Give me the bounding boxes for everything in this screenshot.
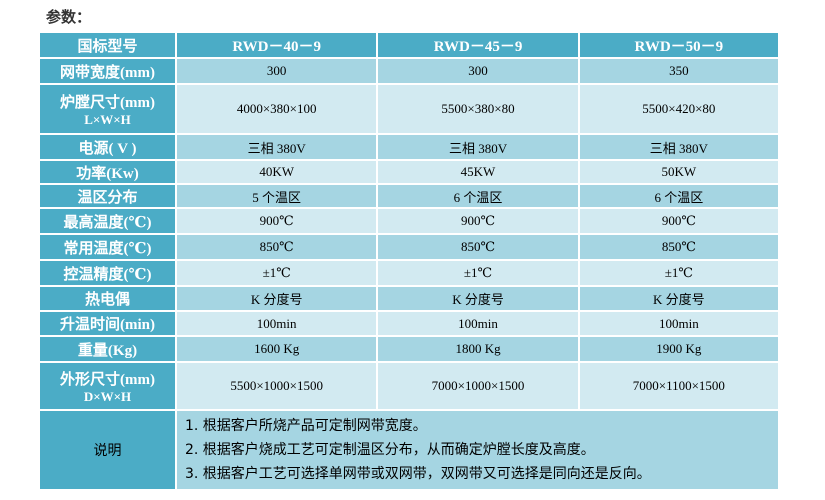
table-cell: K 分度号	[378, 287, 578, 310]
table-row: 温区分布 5 个温区 6 个温区 6 个温区	[40, 185, 778, 207]
note-item: 3. 根据客户工艺可选择单网带或双网带，双网带又可选择是同向还是反向。	[185, 466, 651, 482]
table-row: 热电偶 K 分度号 K 分度号 K 分度号	[40, 287, 778, 310]
note-item: 2. 根据客户烧成工艺可定制温区分布，从而确定炉膛长度及高度。	[185, 442, 595, 458]
table-cell: ±1℃	[378, 261, 578, 285]
row-label-text: 重量(Kg)	[77, 342, 138, 359]
table-row: 外形尺寸(mm) D×W×H 5500×1000×1500 7000×1000×150…	[40, 363, 778, 409]
row-label: 外形尺寸(mm) D×W×H	[40, 363, 175, 409]
row-sublabel: L×W×H	[84, 111, 131, 127]
row-label: 网带宽度(mm)	[40, 59, 175, 83]
table-cell: 三相 380V	[579, 135, 778, 159]
table-cell: 850℃	[579, 235, 778, 259]
row-label-text: 最高温度(℃)	[63, 214, 152, 231]
table-cell: 45KW	[378, 161, 578, 183]
table-row: 功率(Kw) 40KW 45KW 50KW	[40, 161, 778, 183]
table-cell: 50KW	[579, 161, 778, 183]
row-label-text: 功率(Kw)	[76, 165, 139, 182]
spec-table: 国标型号 RWD－40－9 RWD－45－9 RWD－50－9 网带宽度(mm) 300 3…	[38, 31, 780, 491]
table-cell: 7000×1100×1500	[579, 363, 778, 409]
table-cell: 300	[177, 59, 377, 83]
table-cell: 1800 Kg	[378, 337, 578, 361]
section-title: 参数：	[46, 8, 92, 26]
table-cell: ±1℃	[177, 261, 377, 285]
table-cell: 350	[579, 59, 778, 83]
row-label-text: 炉膛尺寸(mm)	[60, 94, 155, 111]
row-label-text: 常用温度(℃)	[63, 240, 152, 257]
notes-row: 说明 1. 根据客户所烧产品可定制网带宽度。 2. 根据客户烧成工艺可定制温区分布，…	[40, 411, 778, 489]
table-row: 最高温度(℃) 900℃ 900℃ 900℃	[40, 209, 778, 233]
table-cell: 5 个温区	[177, 185, 377, 207]
row-label: 控温精度(℃)	[40, 261, 175, 285]
model-header: RWD－40－9	[177, 33, 377, 57]
notes-label: 说明	[40, 411, 175, 489]
table-cell: 4000×380×100	[177, 85, 377, 133]
table-cell: 850℃	[378, 235, 578, 259]
row-label-text: 热电偶	[84, 292, 130, 308]
notes-cell: 1. 根据客户所烧产品可定制网带宽度。 2. 根据客户烧成工艺可定制温区分布，从而…	[177, 411, 778, 489]
table-cell: 100min	[177, 312, 377, 335]
table-cell: 三相 380V	[177, 135, 377, 159]
table-cell: 40KW	[177, 161, 377, 183]
table-cell: 5500×1000×1500	[177, 363, 377, 409]
table-cell: 5500×380×80	[378, 85, 578, 133]
table-cell: K 分度号	[579, 287, 778, 310]
table-row: 常用温度(℃) 850℃ 850℃ 850℃	[40, 235, 778, 259]
model-header: RWD－50－9	[579, 33, 778, 57]
header-label: 国标型号	[40, 33, 175, 57]
table-cell: 7000×1000×1500	[378, 363, 578, 409]
table-row: 炉膛尺寸(mm) L×W×H 4000×380×100 5500×380×80 5500…	[40, 85, 778, 133]
table-cell: 1600 Kg	[177, 337, 377, 361]
table-cell: 900℃	[378, 209, 578, 233]
table-row: 重量(Kg) 1600 Kg 1800 Kg 1900 Kg	[40, 337, 778, 361]
row-label: 炉膛尺寸(mm) L×W×H	[40, 85, 175, 133]
row-label: 电源( V )	[40, 135, 175, 159]
table-cell: 三相 380V	[378, 135, 578, 159]
row-label: 升温时间(min)	[40, 312, 175, 335]
table-cell: 1900 Kg	[579, 337, 778, 361]
table-row: 电源( V ) 三相 380V 三相 380V 三相 380V	[40, 135, 778, 159]
row-label: 常用温度(℃)	[40, 235, 175, 259]
table-row: 升温时间(min) 100min 100min 100min	[40, 312, 778, 335]
note-item: 1. 根据客户所烧产品可定制网带宽度。	[185, 418, 427, 434]
row-label-text: 升温时间(min)	[60, 317, 155, 333]
table-row: 控温精度(℃) ±1℃ ±1℃ ±1℃	[40, 261, 778, 285]
table-cell: 900℃	[177, 209, 377, 233]
row-label-text: 网带宽度(mm)	[60, 64, 155, 81]
row-label: 温区分布	[40, 185, 175, 207]
table-cell: K 分度号	[177, 287, 377, 310]
row-sublabel: D×W×H	[83, 388, 132, 404]
table-cell: 300	[378, 59, 578, 83]
table-cell: 900℃	[579, 209, 778, 233]
row-label-text: 温区分布	[77, 189, 138, 206]
table-cell: 6 个温区	[378, 185, 578, 207]
model-header: RWD－45－9	[378, 33, 578, 57]
row-label: 最高温度(℃)	[40, 209, 175, 233]
row-label: 热电偶	[40, 287, 175, 310]
row-label-text: 控温精度(℃)	[63, 266, 152, 283]
header-row: 国标型号 RWD－40－9 RWD－45－9 RWD－50－9	[40, 33, 778, 57]
row-label: 功率(Kw)	[40, 161, 175, 183]
table-cell: ±1℃	[579, 261, 778, 285]
row-label-text: 外形尺寸(mm)	[60, 371, 155, 388]
table-cell: 850℃	[177, 235, 377, 259]
table-cell: 100min	[378, 312, 578, 335]
row-label-text: 电源( V )	[78, 140, 137, 157]
table-cell: 6 个温区	[579, 185, 778, 207]
row-label: 重量(Kg)	[40, 337, 175, 361]
table-row: 网带宽度(mm) 300 300 350	[40, 59, 778, 83]
table-cell: 5500×420×80	[579, 85, 778, 133]
table-cell: 100min	[579, 312, 778, 335]
